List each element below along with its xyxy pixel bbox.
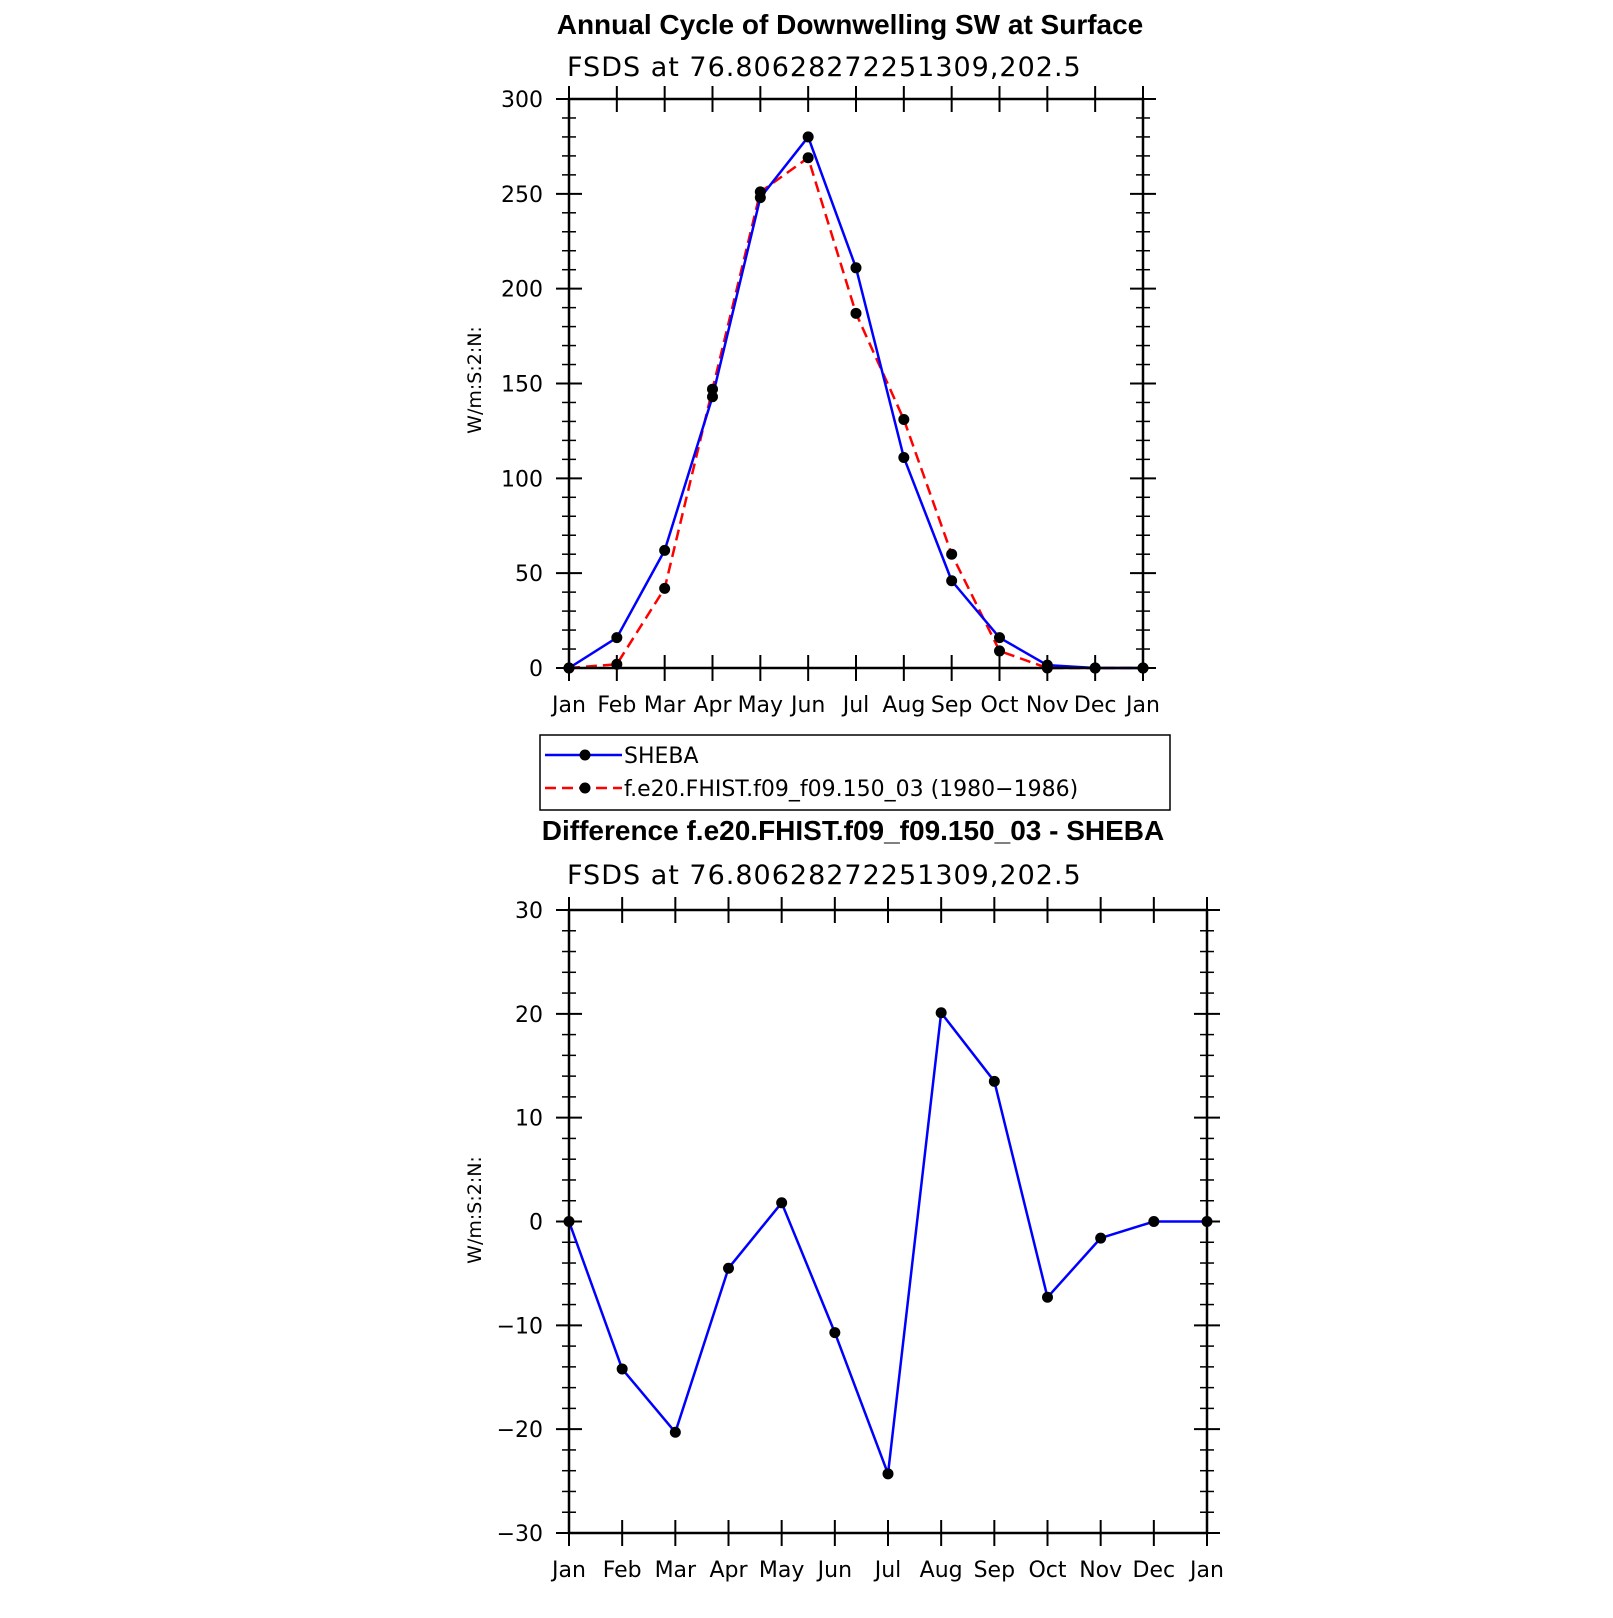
data-point-s0-5 [802,131,814,143]
x-tick-label: Aug [920,1558,963,1583]
y-tick-label: 30 [515,899,543,924]
axis-ticks [556,897,1220,1546]
x-tick-label: May [738,693,783,718]
x-tick-label: Jan [550,1558,586,1583]
legend-label-sheba: SHEBA [624,744,699,769]
y-tick-label: 100 [501,467,543,492]
legend-label-model: f.e20.FHIST.f09_f09.150_03 (1980−1986) [624,777,1078,802]
data-point-s1-7 [898,414,910,426]
series-lines [567,1011,1207,1476]
data-point-s0-10 [1095,1232,1107,1244]
data-point-s0-8 [988,1075,1000,1087]
data-point-s0-2 [659,544,671,556]
data-point-s0-3 [707,391,718,403]
data-point-s0-9 [1042,1291,1053,1303]
x-tick-label: Aug [882,693,925,718]
x-tick-label: Sep [974,1558,1015,1583]
data-point-s1-4 [754,186,766,198]
series-lines [568,135,1143,670]
data-point-s0-7 [935,1007,947,1019]
x-tick-label: Apr [693,693,732,718]
x-tick-label: Jun [816,1558,852,1583]
x-tick-label: May [759,1558,804,1583]
x-tick-label: Jan [1188,1558,1224,1583]
y-tick-labels: 0 50 100 150 200 250 300 [501,88,543,682]
y-tick-label: 10 [515,1107,543,1132]
data-point-s0-6 [850,262,862,274]
y-tick-label: 250 [501,183,543,208]
y-tick-label: 200 [501,278,543,303]
x-tick-labels: Jan Feb Mar Apr May Jun Jul Aug Sep Oct Nov Dec Jan [550,693,1160,718]
chart-title: Difference f.e20.FHIST.f09_f09.150_03 - … [542,815,1165,846]
legend-marker-sheba [579,749,591,761]
data-point-s0-9 [994,632,1005,644]
series-points [563,131,1149,674]
x-tick-label: Jul [841,693,870,718]
y-tick-label: 50 [515,562,543,587]
y-axis-label: W/m:S:2:N: [464,1156,486,1264]
chart-subtitle: FSDS at 76.80628272251309,202.5 [567,860,1082,891]
panel-annual-cycle: Annual Cycle of Downwelling SW at Surfac… [464,9,1160,718]
y-tick-label: −10 [497,1314,543,1339]
data-point-s0-2 [669,1426,681,1438]
series-line-1 [568,156,1143,670]
data-point-s0-3 [723,1262,734,1274]
data-point-s1-5 [802,152,814,164]
data-point-s0-5 [829,1327,841,1339]
y-tick-labels: −30 −20 −10 0 10 20 30 [497,899,543,1547]
y-tick-label: −20 [497,1418,543,1443]
data-point-s0-7 [898,451,910,463]
x-tick-label: Oct [980,693,1018,718]
data-point-s0-8 [946,575,958,587]
data-point-s1-2 [659,582,671,594]
y-tick-label: −30 [497,1522,543,1547]
data-point-s0-1 [616,1363,628,1375]
y-tick-label: 150 [501,373,543,398]
x-tick-label: Jun [789,693,825,718]
x-tick-label: Sep [931,693,972,718]
x-tick-label: Jan [1124,693,1160,718]
x-tick-label: Mar [655,1558,697,1583]
series-points [563,1007,1213,1480]
x-tick-label: Oct [1028,1558,1066,1583]
data-point-s0-4 [776,1197,788,1209]
x-tick-label: Nov [1079,1558,1122,1583]
data-point-s1-3 [707,383,718,395]
x-tick-label: Apr [709,1558,748,1583]
y-tick-label: 0 [529,1211,543,1236]
legend-marker-model [579,782,591,794]
data-point-s1-6 [850,307,862,319]
x-tick-label: Dec [1133,1558,1176,1583]
axis-ticks [556,86,1156,681]
data-point-s0-1 [611,632,623,644]
plot-frame [567,97,1145,670]
legend: SHEBA f.e20.FHIST.f09_f09.150_03 (1980−1… [539,734,1171,811]
legend-box [539,734,1171,811]
data-point-s1-9 [994,645,1005,657]
x-tick-label: Feb [603,1558,642,1583]
x-tick-label: Mar [644,693,686,718]
x-tick-labels: Jan Feb Mar Apr May Jun Jul Aug Sep Oct Nov Dec Jan [550,1558,1224,1583]
series-line-0 [567,1011,1207,1476]
y-tick-label: 0 [529,657,543,682]
y-tick-label: 300 [501,88,543,113]
x-tick-label: Feb [597,693,636,718]
y-tick-label: 20 [515,1003,543,1028]
x-tick-label: Jul [873,1558,902,1583]
x-tick-label: Dec [1074,693,1117,718]
x-tick-label: Nov [1026,693,1069,718]
y-axis-label: W/m:S:2:N: [464,326,486,434]
data-point-s0-11 [1148,1216,1160,1227]
panel-difference: Difference f.e20.FHIST.f09_f09.150_03 - … [464,815,1224,1583]
chart-subtitle: FSDS at 76.80628272251309,202.5 [567,52,1082,83]
data-point-s1-8 [946,548,958,560]
plot-frame [567,908,1209,1535]
x-tick-label: Jan [550,693,586,718]
series-line-0 [568,135,1143,670]
chart-title: Annual Cycle of Downwelling SW at Surfac… [557,9,1144,40]
data-point-s0-6 [882,1468,894,1480]
